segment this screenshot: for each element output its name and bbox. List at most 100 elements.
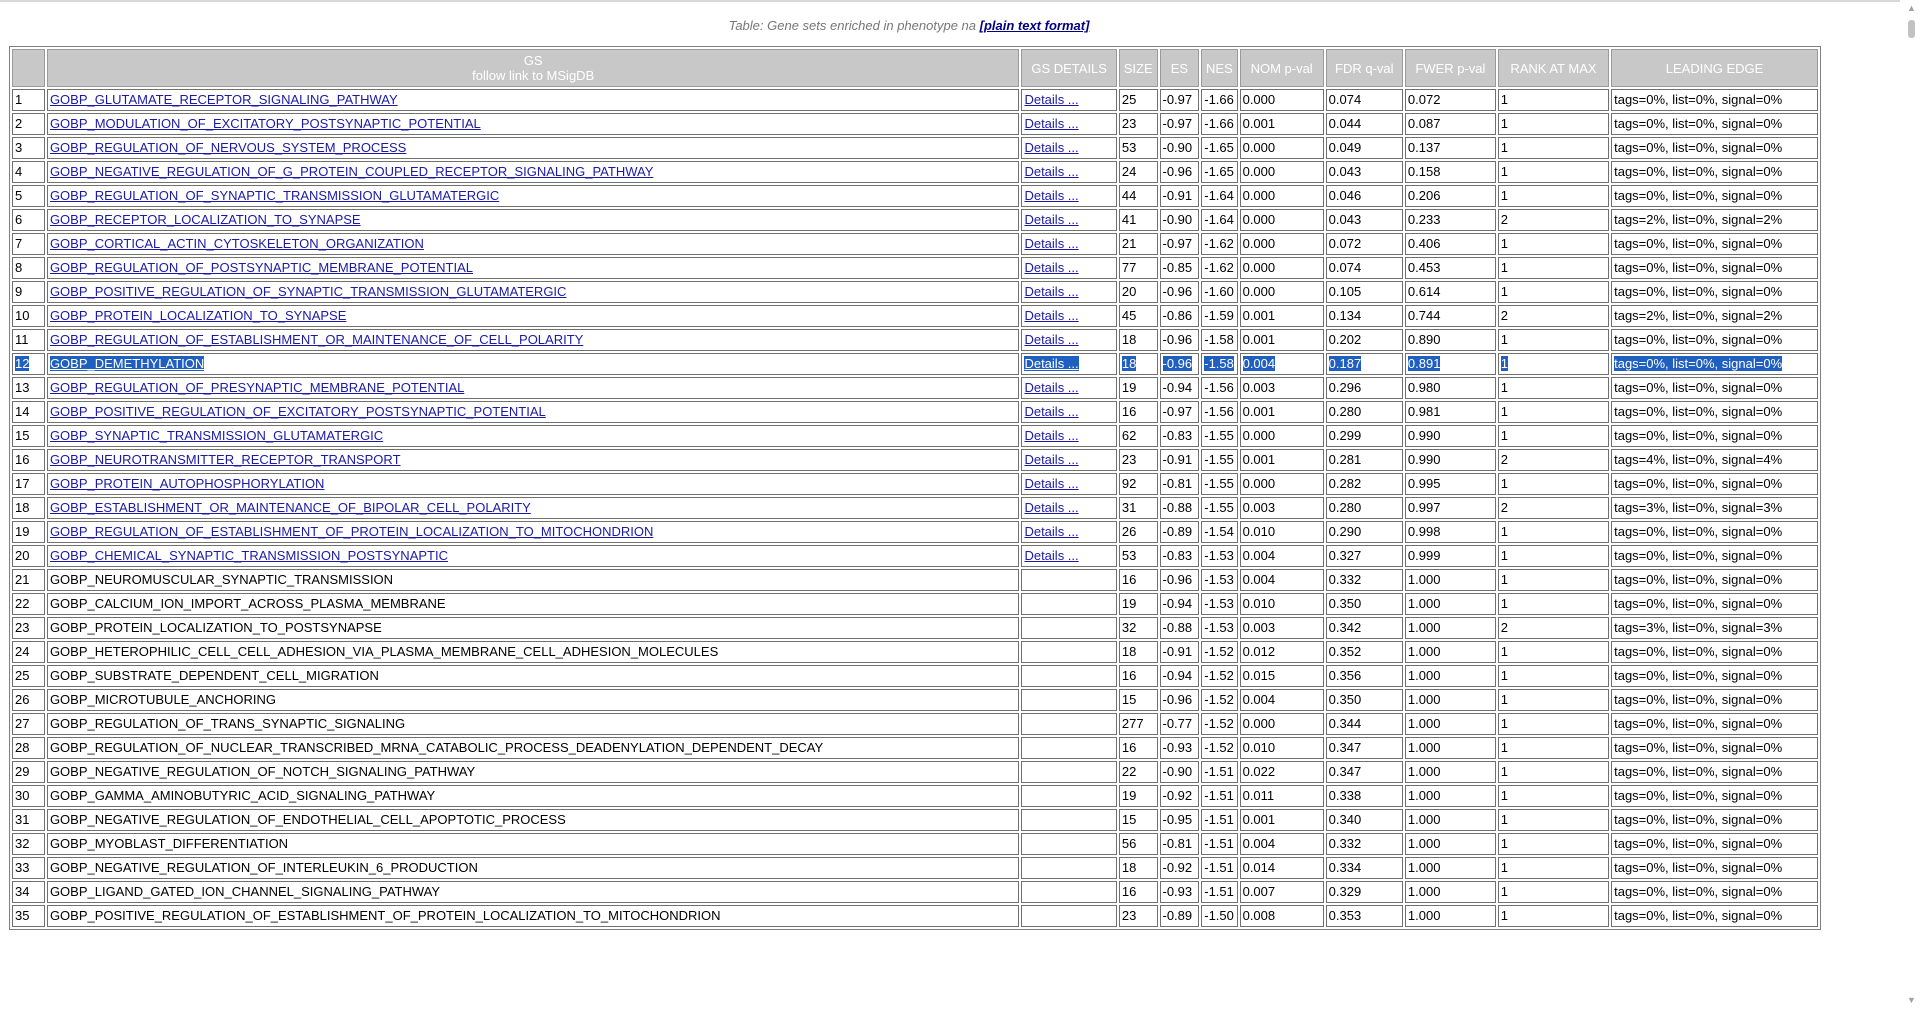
table-row: 26 GOBP_MICROTUBULE_ANCHORING 15 -0.96 -1.52…	[12, 689, 1818, 711]
cell-leading-edge: tags=0%, list=0%, signal=0%	[1611, 809, 1818, 831]
details-link[interactable]: Details ...	[1024, 140, 1079, 155]
gene-set-link[interactable]: GOBP_REGULATION_OF_NERVOUS_SYSTEM_PROCES…	[49, 140, 407, 155]
cell-leading-edge: tags=4%, list=0%, signal=4%	[1611, 449, 1818, 471]
details-link[interactable]: Details ...	[1024, 164, 1079, 179]
cell-fdr-qval: 0.187	[1325, 353, 1403, 375]
gene-set-link[interactable]: GOBP_NEUROTRANSMITTER_RECEPTOR_TRANSPORT	[49, 452, 401, 467]
cell-size: 15	[1118, 809, 1158, 831]
details-link[interactable]: Details ...	[1024, 236, 1079, 251]
cell-gene-set: GOBP_REGULATION_OF_TRANS_SYNAPTIC_SIGNAL…	[46, 713, 1020, 735]
gene-set-link[interactable]: GOBP_GLUTAMATE_RECEPTOR_SIGNALING_PATHWA…	[49, 92, 398, 107]
cell-fwer-pval-value: 1.000	[1407, 620, 1441, 635]
cell-es-value: -0.96	[1162, 692, 1193, 707]
details-link[interactable]: Details ...	[1024, 284, 1079, 299]
gene-set-link[interactable]: GOBP_RECEPTOR_LOCALIZATION_TO_SYNAPSE	[49, 212, 361, 227]
gene-set-link[interactable]: GOBP_REGULATION_OF_ESTABLISHMENT_OR_MAIN…	[49, 332, 584, 347]
cell-size-value: 62	[1121, 428, 1137, 443]
cell-leading-edge: tags=0%, list=0%, signal=0%	[1611, 401, 1818, 423]
cell-leading-edge-value: tags=0%, list=0%, signal=0%	[1614, 428, 1783, 443]
details-link[interactable]: Details ...	[1024, 260, 1079, 275]
details-link[interactable]: Details ...	[1024, 524, 1079, 539]
gene-set-link[interactable]: GOBP_REGULATION_OF_ESTABLISHMENT_OF_PROT…	[49, 524, 654, 539]
cell-fwer-pval-value: 0.137	[1407, 140, 1441, 155]
cell-index: 3	[12, 137, 45, 159]
details-link[interactable]: Details ...	[1024, 308, 1079, 323]
cell-fdr-qval-value: 0.280	[1328, 500, 1362, 515]
cell-es: -0.96	[1159, 569, 1200, 591]
details-link[interactable]: Details ...	[1024, 380, 1079, 395]
details-link[interactable]: Details ...	[1024, 332, 1079, 347]
cell-rank-at-max: 1	[1497, 281, 1610, 303]
cell-leading-edge: tags=0%, list=0%, signal=0%	[1611, 425, 1818, 447]
details-link[interactable]: Details ...	[1024, 452, 1079, 467]
details-link[interactable]: Details ...	[1024, 188, 1079, 203]
cell-leading-edge: tags=0%, list=0%, signal=0%	[1611, 593, 1818, 615]
plain-text-format-link[interactable]: [plain text format]	[979, 18, 1090, 33]
details-link[interactable]: Details ...	[1024, 404, 1079, 419]
gene-set-link[interactable]: GOBP_REGULATION_OF_SYNAPTIC_TRANSMISSION…	[49, 188, 500, 203]
cell-fdr-qval: 0.043	[1325, 161, 1403, 183]
gene-set-link[interactable]: GOBP_PROTEIN_AUTOPHOSPHORYLATION	[49, 476, 325, 491]
table-body: 1 GOBP_GLUTAMATE_RECEPTOR_SIGNALING_PATHW…	[12, 89, 1818, 927]
cell-nes-value: -1.50	[1204, 908, 1234, 923]
details-link[interactable]: Details ...	[1024, 212, 1079, 227]
cell-fdr-qval-value: 0.074	[1328, 260, 1362, 275]
gene-set-link[interactable]: GOBP_PROTEIN_LOCALIZATION_TO_SYNAPSE	[49, 308, 347, 323]
gene-set-link[interactable]: GOBP_CHEMICAL_SYNAPTIC_TRANSMISSION_POST…	[49, 548, 448, 563]
cell-nom-pval: 0.000	[1239, 233, 1324, 255]
cell-fwer-pval: 1.000	[1404, 761, 1496, 783]
row-number: 19	[15, 524, 30, 539]
details-link[interactable]: Details ...	[1024, 356, 1079, 371]
cell-leading-edge-value: tags=3%, list=0%, signal=3%	[1614, 620, 1783, 635]
gene-set-link[interactable]: GOBP_POSITIVE_REGULATION_OF_EXCITATORY_P…	[49, 404, 546, 419]
gene-set-link[interactable]: GOBP_ESTABLISHMENT_OR_MAINTENANCE_OF_BIP…	[49, 500, 531, 515]
col-header-gs: GS follow link to MSigDB	[46, 49, 1020, 87]
cell-fwer-pval: 1.000	[1404, 713, 1496, 735]
cell-rank-at-max: 1	[1497, 113, 1610, 135]
details-link[interactable]: Details ...	[1024, 116, 1079, 131]
gene-set-link[interactable]: GOBP_SYNAPTIC_TRANSMISSION_GLUTAMATERGIC	[49, 428, 384, 443]
cell-nom-pval: 0.010	[1239, 593, 1324, 615]
cell-gene-set: GOBP_NEGATIVE_REGULATION_OF_ENDOTHELIAL_…	[46, 809, 1020, 831]
gene-set-link[interactable]: GOBP_DEMETHYLATION	[49, 356, 205, 371]
cell-gene-set: GOBP_POSITIVE_REGULATION_OF_SYNAPTIC_TRA…	[46, 281, 1020, 303]
cell-size-value: 18	[1121, 356, 1137, 371]
cell-nes-value: -1.52	[1204, 644, 1234, 659]
cell-es-value: -0.91	[1162, 452, 1193, 467]
row-number: 2	[15, 116, 23, 131]
gene-set-link[interactable]: GOBP_POSITIVE_REGULATION_OF_SYNAPTIC_TRA…	[49, 284, 567, 299]
row-number: 31	[15, 812, 30, 827]
cell-size: 16	[1118, 665, 1158, 687]
cell-fdr-qval-value: 0.347	[1328, 740, 1362, 755]
cell-nom-pval-value: 0.001	[1242, 116, 1276, 131]
gene-set-link[interactable]: GOBP_REGULATION_OF_POSTSYNAPTIC_MEMBRANE…	[49, 260, 474, 275]
cell-nom-pval-value: 0.001	[1242, 332, 1276, 347]
cell-nes-value: -1.66	[1204, 116, 1234, 131]
cell-rank-at-max-value: 1	[1500, 572, 1509, 587]
details-link[interactable]: Details ...	[1024, 548, 1079, 563]
gene-set-link[interactable]: GOBP_NEGATIVE_REGULATION_OF_G_PROTEIN_CO…	[49, 164, 654, 179]
cell-fdr-qval: 0.340	[1325, 809, 1403, 831]
cell-nes-value: -1.52	[1204, 668, 1234, 683]
scroll-thumb[interactable]	[1908, 20, 1915, 38]
cell-es: -0.97	[1159, 233, 1200, 255]
cell-index: 16	[12, 449, 45, 471]
cell-size: 32	[1118, 617, 1158, 639]
details-link[interactable]: Details ...	[1024, 428, 1079, 443]
col-header-nom-pval: NOM p-val	[1239, 49, 1324, 87]
cell-nom-pval-value: 0.003	[1242, 620, 1276, 635]
vertical-scrollbar[interactable]: ▲ ▼	[1903, 0, 1920, 1009]
row-number: 16	[15, 452, 30, 467]
cell-index: 15	[12, 425, 45, 447]
cell-nom-pval-value: 0.000	[1242, 188, 1276, 203]
gene-set-link[interactable]: GOBP_CORTICAL_ACTIN_CYTOSKELETON_ORGANIZ…	[49, 236, 424, 251]
gene-set-link[interactable]: GOBP_MODULATION_OF_EXCITATORY_POSTSYNAPT…	[49, 116, 481, 131]
row-number: 26	[15, 692, 30, 707]
scroll-up-arrow-icon[interactable]: ▲	[1907, 3, 1916, 13]
details-link[interactable]: Details ...	[1024, 92, 1079, 107]
scroll-down-arrow-icon[interactable]: ▼	[1907, 995, 1916, 1005]
details-link[interactable]: Details ...	[1024, 500, 1079, 515]
details-link[interactable]: Details ...	[1024, 476, 1079, 491]
gene-set-link[interactable]: GOBP_REGULATION_OF_PRESYNAPTIC_MEMBRANE_…	[49, 380, 465, 395]
cell-nes: -1.55	[1201, 497, 1238, 519]
